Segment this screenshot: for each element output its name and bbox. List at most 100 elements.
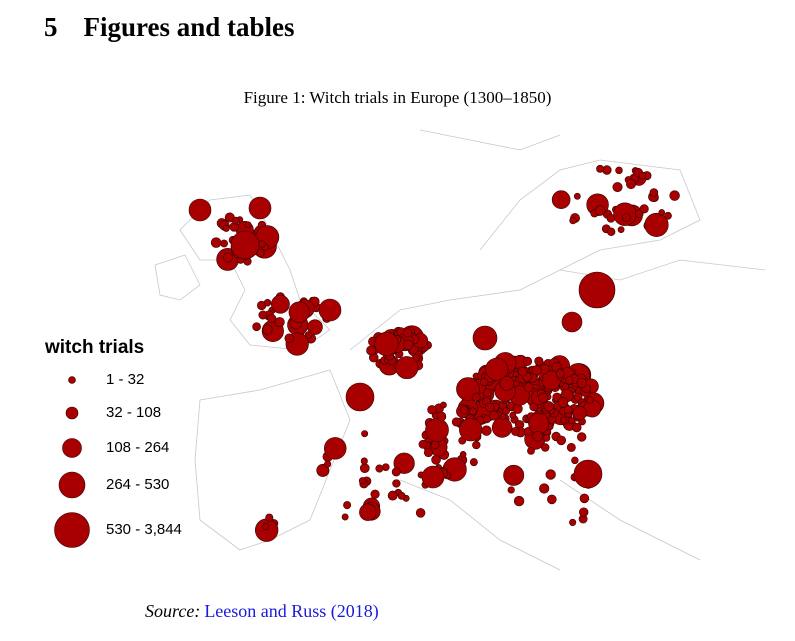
section-heading: 5 Figures and tables [44, 12, 321, 43]
trial-site [649, 188, 659, 197]
trial-site [615, 166, 623, 175]
trial-site [392, 479, 401, 488]
source-link[interactable]: Leeson and Russ (2018) [204, 601, 379, 621]
trial-site [421, 465, 445, 489]
trial-site [485, 402, 495, 413]
trial-site [271, 294, 290, 314]
trial-site [231, 216, 240, 225]
trial-site [418, 439, 428, 449]
trial-site [560, 416, 567, 424]
trial-site [360, 457, 368, 465]
trial-site [566, 442, 576, 452]
trial-site [561, 311, 583, 333]
trial-sites [188, 164, 680, 542]
trial-site [267, 314, 277, 324]
legend-label: 32 - 108 [106, 404, 161, 421]
trial-site [563, 405, 573, 415]
trial-site [562, 383, 569, 390]
trial-site [252, 322, 261, 332]
source-line: Source: Leeson and Russ (2018) [145, 601, 379, 622]
trial-site [343, 501, 352, 510]
trial-site [542, 434, 551, 442]
trial-site [427, 405, 437, 415]
trial-site [502, 407, 510, 415]
coastline [154, 254, 201, 301]
trial-site [284, 333, 295, 344]
trial-site [507, 486, 515, 494]
trial-site [361, 430, 369, 438]
trial-site [639, 204, 649, 214]
trial-site [230, 230, 260, 260]
source-label: Source: [145, 601, 201, 621]
trial-site [472, 325, 498, 351]
trial-site [381, 463, 390, 472]
trial-site [341, 513, 349, 521]
trial-site [579, 493, 590, 504]
trial-site [323, 437, 347, 460]
trial-site [482, 415, 491, 424]
trial-site [451, 417, 461, 427]
section-title: Figures and tables [83, 12, 295, 42]
trial-site [403, 339, 414, 350]
trial-site [188, 198, 212, 222]
trial-site [459, 418, 483, 442]
trial-site [532, 431, 543, 442]
trial-site [471, 392, 481, 402]
trial-site [572, 406, 587, 421]
coastline [399, 479, 701, 571]
trial-site [370, 489, 380, 499]
trial-site [263, 298, 272, 307]
trial-site [248, 196, 272, 220]
trial-site [374, 331, 399, 356]
trial-site [503, 464, 525, 486]
trial-site [638, 171, 647, 180]
trial-site [491, 417, 513, 438]
trial-site [262, 522, 270, 530]
trial-site [518, 367, 528, 377]
trial-site [359, 463, 370, 474]
trial-site [244, 221, 252, 229]
trial-site [274, 317, 285, 328]
trial-site [569, 216, 577, 225]
legend-symbol [65, 406, 79, 420]
trial-site [528, 413, 550, 435]
legend-title: witch trials [44, 337, 144, 358]
trial-site [596, 164, 605, 173]
trial-site [440, 401, 447, 409]
trial-site [288, 301, 310, 323]
legend: witch trials 1 - 32 32 - 108 108 - 264 264 … [44, 337, 182, 548]
trial-site [669, 190, 680, 201]
trial-site [540, 443, 550, 452]
trial-site [415, 508, 426, 518]
legend-label: 530 - 3,844 [106, 521, 182, 538]
legend-symbol [62, 438, 82, 458]
trial-site [324, 460, 332, 468]
trial-site [547, 494, 557, 505]
trial-site [307, 319, 323, 335]
trial-site [594, 205, 606, 216]
trial-site [423, 447, 433, 458]
trial-site [617, 226, 625, 234]
coastline [419, 129, 561, 151]
trial-site [499, 376, 515, 391]
trial-site [538, 392, 549, 403]
trial-site [513, 495, 525, 507]
trial-site [425, 418, 449, 442]
trial-site [534, 356, 544, 366]
trial-site [573, 192, 581, 200]
trial-site [318, 298, 342, 322]
trial-site [622, 213, 631, 222]
legend-symbol [54, 512, 90, 548]
trial-site [220, 239, 228, 248]
trial-site [545, 469, 556, 480]
trial-site [431, 455, 441, 465]
trial-site [483, 388, 492, 397]
trial-site [387, 490, 398, 501]
trial-site [488, 410, 499, 421]
legend-label: 108 - 264 [106, 439, 169, 456]
trial-site [397, 491, 406, 500]
trial-site [658, 209, 666, 216]
trial-site [578, 271, 616, 309]
trial-site [391, 467, 401, 477]
